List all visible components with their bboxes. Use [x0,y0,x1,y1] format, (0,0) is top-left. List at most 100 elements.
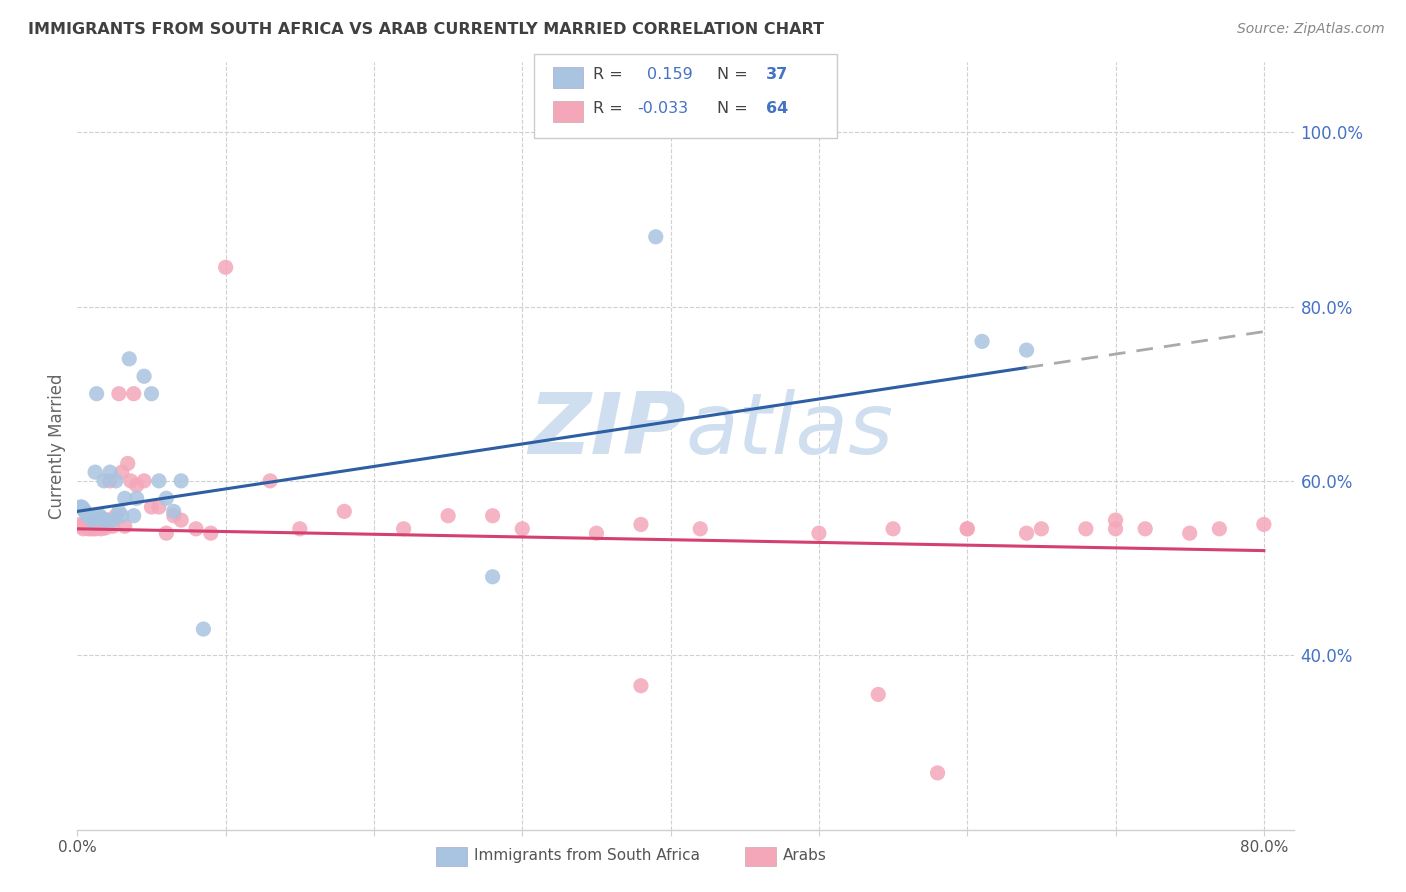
Point [108,504,131,518]
Point [87,519,110,533]
Point [94,521,117,535]
Point [111,508,134,523]
Point [122,386,145,401]
Point [120,474,142,488]
Point [91,516,114,530]
Text: IMMIGRANTS FROM SOUTH AFRICA VS ARAB CURRENTLY MARRIED CORRELATION CHART: IMMIGRANTS FROM SOUTH AFRICA VS ARAB CUR… [28,22,824,37]
Point [83,510,105,524]
Text: R =: R = [593,101,623,116]
Point [89,519,111,533]
Point [644,229,666,244]
Point [82,513,104,527]
Point [101,513,124,527]
Text: atlas: atlas [686,389,893,472]
Point [70,500,93,514]
Point [84,522,107,536]
Point [114,519,136,533]
Point [90,522,112,536]
Text: N =: N = [717,101,748,116]
Text: ZIP: ZIP [527,389,686,472]
Point [956,522,979,536]
Point [118,351,141,366]
Point [333,504,356,518]
Text: Source: ZipAtlas.com: Source: ZipAtlas.com [1237,22,1385,37]
Point [630,679,652,693]
Point [1208,522,1230,536]
Point [807,526,830,541]
Point [73,504,96,518]
Point [970,334,993,349]
Point [510,522,533,536]
Text: 37: 37 [766,67,789,82]
Point [111,465,134,479]
Point [93,519,115,533]
Text: R =: R = [593,67,623,82]
Point [98,465,121,479]
Point [170,474,193,488]
Point [141,500,163,514]
Point [86,386,108,401]
Point [148,474,170,488]
Point [84,465,107,479]
Point [585,526,607,541]
Point [193,622,215,636]
Point [70,519,93,533]
Point [184,522,207,536]
Point [69,517,91,532]
Point [1074,522,1097,536]
Point [1104,513,1126,527]
Point [104,508,127,523]
Point [69,500,91,514]
Point [75,519,97,533]
Point [96,513,118,527]
Point [125,491,148,506]
Point [630,517,652,532]
Text: Immigrants from South Africa: Immigrants from South Africa [474,848,700,863]
Point [96,513,118,527]
Point [86,513,108,527]
Text: 0.159: 0.159 [647,67,693,82]
Point [1135,522,1157,536]
Y-axis label: Currently Married: Currently Married [48,373,66,519]
Text: -0.033: -0.033 [637,101,688,116]
Point [956,522,979,536]
Point [114,491,136,506]
Point [83,519,105,533]
Point [79,510,101,524]
Point [77,522,100,536]
Point [108,386,131,401]
Point [1015,526,1038,541]
Point [89,508,111,523]
Text: Arabs: Arabs [783,848,827,863]
Text: 64: 64 [766,101,789,116]
Point [98,474,121,488]
Point [91,513,114,527]
Point [122,508,145,523]
Point [481,508,503,523]
Point [73,517,96,532]
Point [82,522,104,536]
Point [214,260,236,275]
Point [72,522,94,536]
Point [163,504,186,518]
Point [155,491,177,506]
Point [141,386,163,401]
Point [927,765,949,780]
Point [132,474,155,488]
Point [868,688,890,702]
Point [77,508,100,523]
Point [288,522,311,536]
Point [1178,526,1201,541]
Point [104,474,127,488]
Point [1015,343,1038,358]
Point [392,522,415,536]
Point [79,519,101,533]
Point [1104,522,1126,536]
Point [170,513,193,527]
Point [148,500,170,514]
Point [259,474,281,488]
Point [1031,522,1053,536]
Point [155,526,177,541]
Point [125,478,148,492]
Point [75,506,97,520]
